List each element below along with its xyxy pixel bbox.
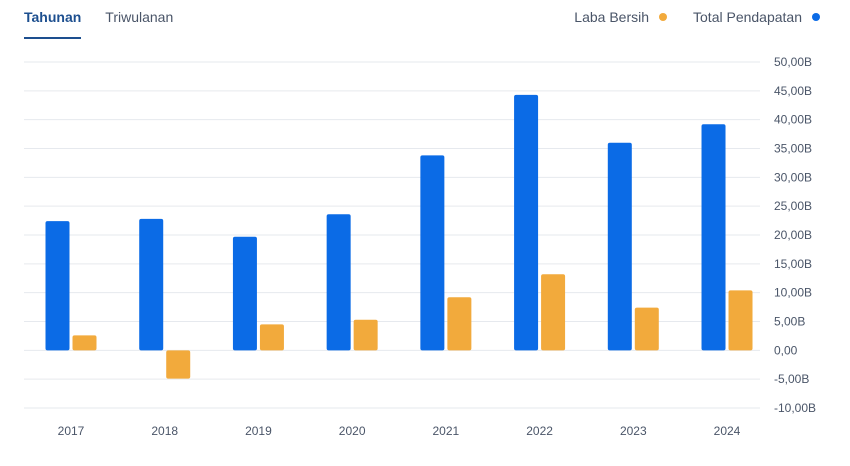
y-tick-label: 35,00B xyxy=(774,142,812,156)
bar-total-pendapatan-2022 xyxy=(514,94,539,351)
bar-laba-bersih-2022 xyxy=(541,274,566,351)
y-tick-label: 5,00B xyxy=(774,315,805,329)
bar-laba-bersih-2018 xyxy=(166,350,191,379)
bar-total-pendapatan-2019 xyxy=(232,236,257,351)
y-tick-label: -10,00B xyxy=(774,401,816,415)
bar-laba-bersih-2023 xyxy=(634,307,659,351)
y-tick-label: 40,00B xyxy=(774,113,812,127)
x-tick-label: 2024 xyxy=(714,424,741,438)
bar-total-pendapatan-2018 xyxy=(139,218,164,351)
tab-tahunan[interactable]: Tahunan xyxy=(24,0,82,39)
x-tick-label: 2023 xyxy=(620,424,647,438)
bar-laba-bersih-2019 xyxy=(259,324,284,351)
legend-item-total-pendapatan[interactable]: Total Pendapatan xyxy=(693,9,820,25)
y-tick-label: 20,00B xyxy=(774,228,812,242)
bar-laba-bersih-2021 xyxy=(447,297,472,351)
bar-laba-bersih-2017 xyxy=(72,335,97,351)
y-tick-label: -5,00B xyxy=(774,372,809,386)
tab-triwulanan[interactable]: Triwulanan xyxy=(105,9,174,25)
x-tick-label: 2019 xyxy=(245,424,272,438)
y-tick-label: 30,00B xyxy=(774,170,812,184)
legend-item-laba-bersih[interactable]: Laba Bersih xyxy=(574,9,668,25)
bar-total-pendapatan-2021 xyxy=(420,155,445,351)
x-tick-label: 2020 xyxy=(339,424,366,438)
x-tick-label: 2017 xyxy=(58,424,85,438)
bar-total-pendapatan-2020 xyxy=(326,214,351,351)
x-tick-label: 2022 xyxy=(526,424,553,438)
y-tick-label: 25,00B xyxy=(774,199,812,213)
legend-label-laba-bersih: Laba Bersih xyxy=(574,9,650,25)
y-tick-label: 10,00B xyxy=(774,286,812,300)
y-tick-label: 50,00B xyxy=(774,55,812,69)
bar-total-pendapatan-2017 xyxy=(45,221,70,351)
y-tick-label: 15,00B xyxy=(774,257,812,271)
period-tabs: Tahunan Triwulanan xyxy=(24,0,197,40)
bar-total-pendapatan-2023 xyxy=(607,142,632,351)
y-tick-label: 45,00B xyxy=(774,84,812,98)
legend-dot-laba-bersih xyxy=(659,13,668,21)
y-tick-label: 0,00 xyxy=(774,343,798,357)
bar-total-pendapatan-2024 xyxy=(701,124,726,351)
legend-label-total-pendapatan: Total Pendapatan xyxy=(693,9,802,25)
chart-legend: Laba Bersih Total Pendapatan xyxy=(548,9,820,25)
bar-laba-bersih-2020 xyxy=(353,319,378,351)
legend-dot-total-pendapatan xyxy=(812,13,820,21)
x-tick-label: 2021 xyxy=(433,424,460,438)
bar-laba-bersih-2024 xyxy=(728,290,753,351)
x-tick-label: 2018 xyxy=(151,424,178,438)
